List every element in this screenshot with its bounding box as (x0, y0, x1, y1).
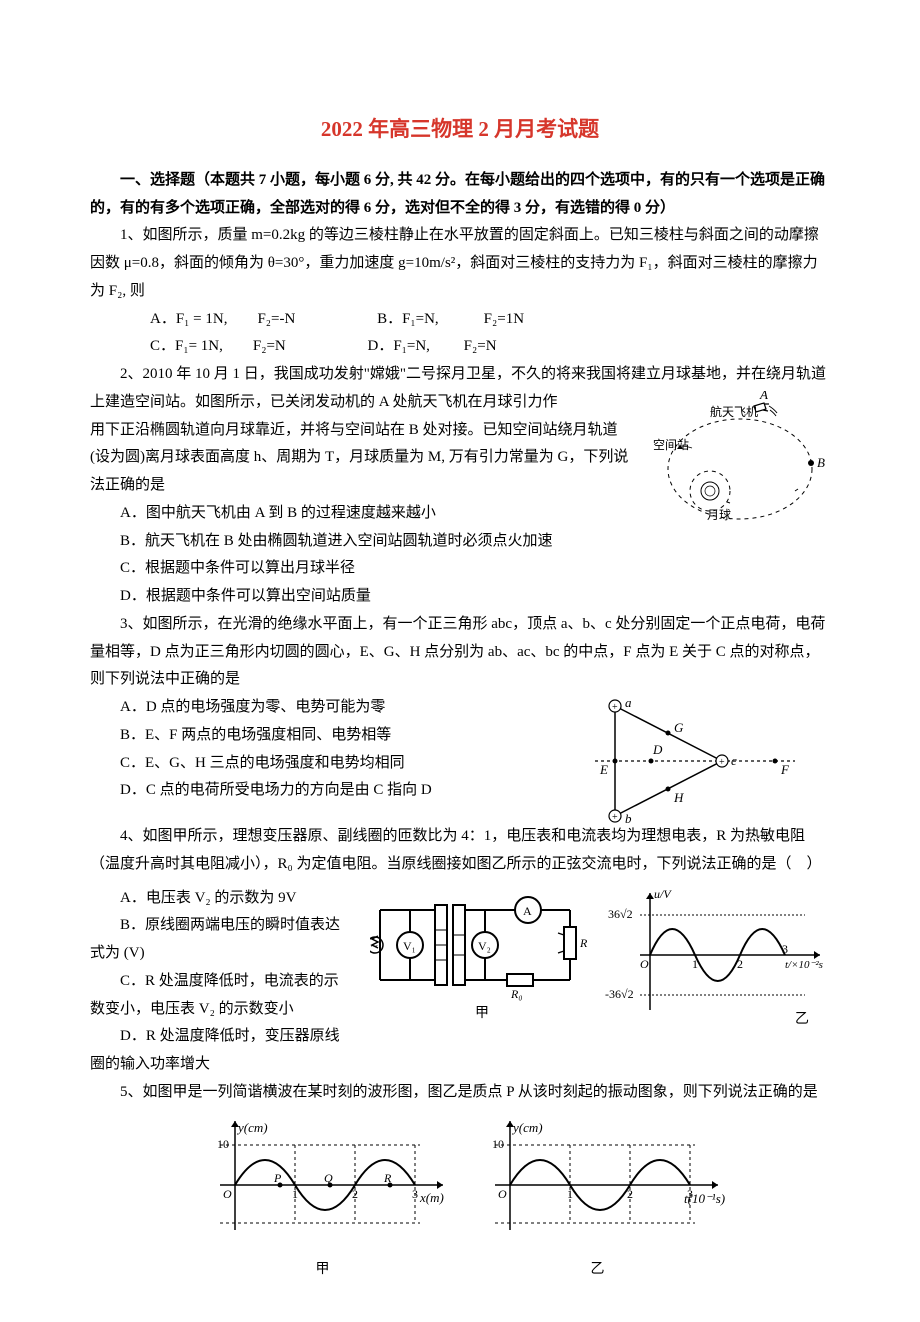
svg-text:3: 3 (782, 942, 788, 956)
svg-text:甲: 甲 (475, 1006, 489, 1021)
svg-text:+: + (612, 702, 618, 713)
q3-figure: + + + a b c D E G H F (595, 696, 800, 831)
svg-text:1: 1 (567, 1187, 573, 1201)
svg-text:R₀: R₀ (510, 987, 523, 1001)
question-5: 5、如图甲是一列简谐横波在某时刻的波形图，图乙是质点 P 从该时刻起的振动图象，… (90, 1079, 830, 1283)
q5-fig1: y(cm) 10 O 1 2 3 P Q R x(m) (195, 1115, 450, 1255)
q5-fig2: y(cm) 10 O 1 2 3 t(10⁻¹s) (470, 1115, 725, 1255)
svg-text:1: 1 (692, 957, 698, 971)
svg-text:2: 2 (627, 1187, 633, 1201)
svg-text:乙: 乙 (795, 1011, 809, 1027)
svg-text:c: c (731, 753, 737, 768)
svg-text:2: 2 (352, 1187, 358, 1201)
svg-text:-36√2: -36√2 (605, 987, 634, 1001)
svg-text:y(cm): y(cm) (236, 1120, 268, 1135)
question-1: 1、如图所示，质量 m=0.2kg 的等边三棱柱静止在水平放置的固定斜面上。已知… (90, 222, 830, 361)
svg-text:V₁: V₁ (403, 939, 416, 953)
svg-text:D: D (652, 742, 663, 757)
svg-text:x(m): x(m) (419, 1190, 444, 1205)
svg-text:Q: Q (324, 1171, 333, 1185)
q1-opt-a: A．F₁ = 1N, F₂=-N (120, 306, 295, 334)
svg-text:u/V: u/V (654, 887, 672, 901)
svg-text:V₂: V₂ (478, 939, 491, 953)
svg-text:R: R (383, 1171, 392, 1185)
q1-opt-c: C．F₁= 1N, F₂=N (120, 333, 286, 361)
svg-text:a: a (625, 696, 632, 710)
q5-stem: 5、如图甲是一列简谐横波在某时刻的波形图，图乙是质点 P 从该时刻起的振动图象，… (90, 1079, 830, 1107)
q1-opt-b: B．F₁=N, F₂=1N (347, 306, 524, 334)
q4-opt-a: A．电压表 V₂ 的示数为 9V (90, 885, 340, 913)
q1-options-row1: A．F₁ = 1N, F₂=-N B．F₁=N, F₂=1N (90, 306, 830, 334)
q5-figures: y(cm) 10 O 1 2 3 P Q R x(m) 甲 (90, 1115, 830, 1283)
q2-station-label: 空间站 (653, 438, 689, 452)
svg-text:2: 2 (737, 957, 743, 971)
q2-shuttle-label: 航天飞机 (710, 404, 758, 419)
svg-text:+: + (719, 757, 725, 768)
svg-text:O: O (498, 1187, 507, 1201)
svg-text:A: A (523, 904, 532, 918)
q2-A-label: A (759, 391, 768, 402)
section-instructions: 一、选择题（本题共 7 小题，每小题 6 分, 共 42 分。在每小题给出的四个… (90, 167, 830, 223)
svg-text:10: 10 (492, 1137, 504, 1151)
q1-options-row2: C．F₁= 1N, F₂=N D．F₁=N, F₂=N (90, 333, 830, 361)
page-title: 2022 年高三物理 2 月月考试题 (90, 110, 830, 149)
q2-figure: 月球 A 航天飞机 B 空间站 (650, 391, 830, 531)
q2-opt-b: B．航天飞机在 B 处由椭圆轨道进入空间站圆轨道时必须点火加速 (90, 528, 830, 556)
question-2: 2、2010 年 10 月 1 日，我国成功发射"嫦娥"二号探月卫星，不久的将来… (90, 361, 830, 611)
q4-opt-b: B．原线圈两端电压的瞬时值表达式为 (V) (90, 912, 340, 968)
svg-text:3: 3 (412, 1187, 418, 1201)
q1-stem: 1、如图所示，质量 m=0.2kg 的等边三棱柱静止在水平放置的固定斜面上。已知… (90, 222, 830, 305)
svg-text:O: O (640, 957, 649, 971)
question-3: 3、如图所示，在光滑的绝缘水平面上，有一个正三角形 abc，顶点 a、b、c 处… (90, 611, 830, 805)
svg-text:+: + (612, 812, 618, 823)
q4-figures: ∼ V₁ A R (370, 885, 830, 1035)
question-4: 4、如图甲所示，理想变压器原、副线圈的匝数比为 4：1，电压表和电流表均为理想电… (90, 823, 830, 1079)
svg-text:O: O (223, 1187, 232, 1201)
svg-text:E: E (599, 762, 608, 777)
q2-opt-c: C．根据题中条件可以算出月球半径 (90, 555, 830, 583)
svg-text:∼: ∼ (370, 941, 378, 952)
q4-circuit-figure: ∼ V₁ A R (370, 885, 595, 1025)
svg-text:P: P (273, 1171, 282, 1185)
q2-opt-d: D．根据题中条件可以算出空间站质量 (90, 583, 830, 611)
q2-moon-label: 月球 (707, 508, 731, 522)
q4-stem: 4、如图甲所示，理想变压器原、副线圈的匝数比为 4：1，电压表和电流表均为理想电… (90, 823, 830, 879)
svg-text:t/×10⁻²s: t/×10⁻²s (785, 959, 823, 971)
q4-opt-d: D．R 处温度降低时，变压器原线圈的输入功率增大 (90, 1023, 340, 1079)
svg-text:y(cm): y(cm) (511, 1120, 543, 1135)
svg-text:G: G (674, 720, 684, 735)
q5-fig1-caption: 甲 (195, 1257, 450, 1283)
q1-opt-d: D．F₁=N, F₂=N (337, 333, 496, 361)
svg-text:R: R (579, 936, 588, 950)
q2-B-label: B (817, 455, 825, 470)
svg-text:F: F (780, 762, 790, 777)
svg-text:t(10⁻¹s): t(10⁻¹s) (684, 1191, 725, 1206)
q2-stem-b: 用下正沿椭圆轨道向月球靠近，并将与空间站在 B 处对接。已知空间站绕月轨道(设为… (90, 417, 630, 500)
q5-fig2-caption: 乙 (470, 1257, 725, 1283)
q4-wave-figure: u/V 36√2 -36√2 O 1 2 3 t/×10⁻²s 乙 (605, 885, 830, 1030)
q3-stem: 3、如图所示，在光滑的绝缘水平面上，有一个正三角形 abc，顶点 a、b、c 处… (90, 611, 830, 694)
svg-text:H: H (673, 790, 684, 805)
q4-opt-c: C．R 处温度降低时，电流表的示数变小，电压表 V₂ 的示数变小 (90, 968, 340, 1024)
svg-text:1: 1 (292, 1187, 298, 1201)
svg-text:36√2: 36√2 (608, 907, 633, 921)
svg-text:10: 10 (217, 1137, 229, 1151)
